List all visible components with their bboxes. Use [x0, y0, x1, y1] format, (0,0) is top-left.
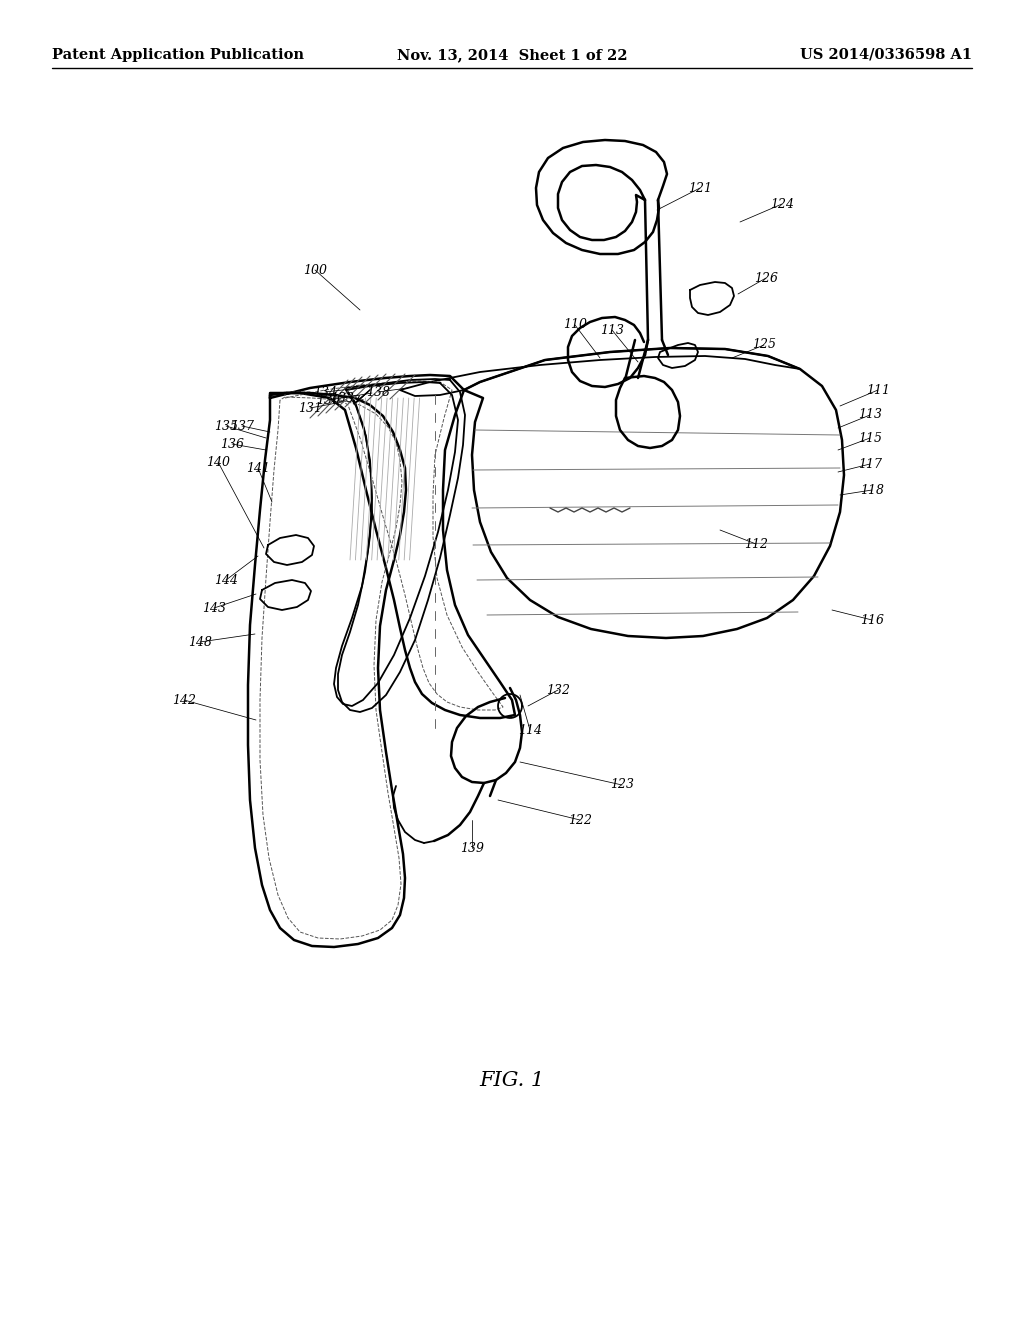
Text: 121: 121	[688, 181, 712, 194]
Text: 116: 116	[860, 614, 884, 627]
Text: 114: 114	[518, 723, 542, 737]
Text: 118: 118	[860, 483, 884, 496]
Text: 123: 123	[610, 779, 634, 792]
Text: 126: 126	[754, 272, 778, 285]
Text: US 2014/0336598 A1: US 2014/0336598 A1	[800, 48, 972, 62]
Text: 148: 148	[188, 635, 212, 648]
Text: 139: 139	[460, 842, 484, 854]
Text: 111: 111	[866, 384, 890, 396]
Text: 125: 125	[752, 338, 776, 351]
Text: 112: 112	[744, 537, 768, 550]
Text: FIG. 1: FIG. 1	[479, 1071, 545, 1089]
Text: 131: 131	[298, 401, 322, 414]
Text: 144: 144	[214, 573, 238, 586]
Text: 136: 136	[220, 437, 244, 450]
Text: 113: 113	[858, 408, 882, 421]
Text: 132: 132	[546, 684, 570, 697]
Text: 140: 140	[206, 455, 230, 469]
Text: 134: 134	[313, 385, 337, 399]
Text: Patent Application Publication: Patent Application Publication	[52, 48, 304, 62]
Text: 143: 143	[202, 602, 226, 615]
Text: 138: 138	[366, 385, 390, 399]
Text: 100: 100	[303, 264, 327, 276]
Text: 130: 130	[316, 393, 340, 407]
Text: 141: 141	[246, 462, 270, 474]
Text: 142: 142	[172, 693, 196, 706]
Text: Nov. 13, 2014  Sheet 1 of 22: Nov. 13, 2014 Sheet 1 of 22	[396, 48, 628, 62]
Text: 135: 135	[214, 420, 238, 433]
Text: 110: 110	[563, 318, 587, 331]
Text: 117: 117	[858, 458, 882, 470]
Text: 124: 124	[770, 198, 794, 210]
Text: 115: 115	[858, 432, 882, 445]
Text: 133: 133	[330, 392, 354, 404]
Text: 113: 113	[600, 323, 624, 337]
Text: 137: 137	[230, 420, 254, 433]
Text: 122: 122	[568, 813, 592, 826]
